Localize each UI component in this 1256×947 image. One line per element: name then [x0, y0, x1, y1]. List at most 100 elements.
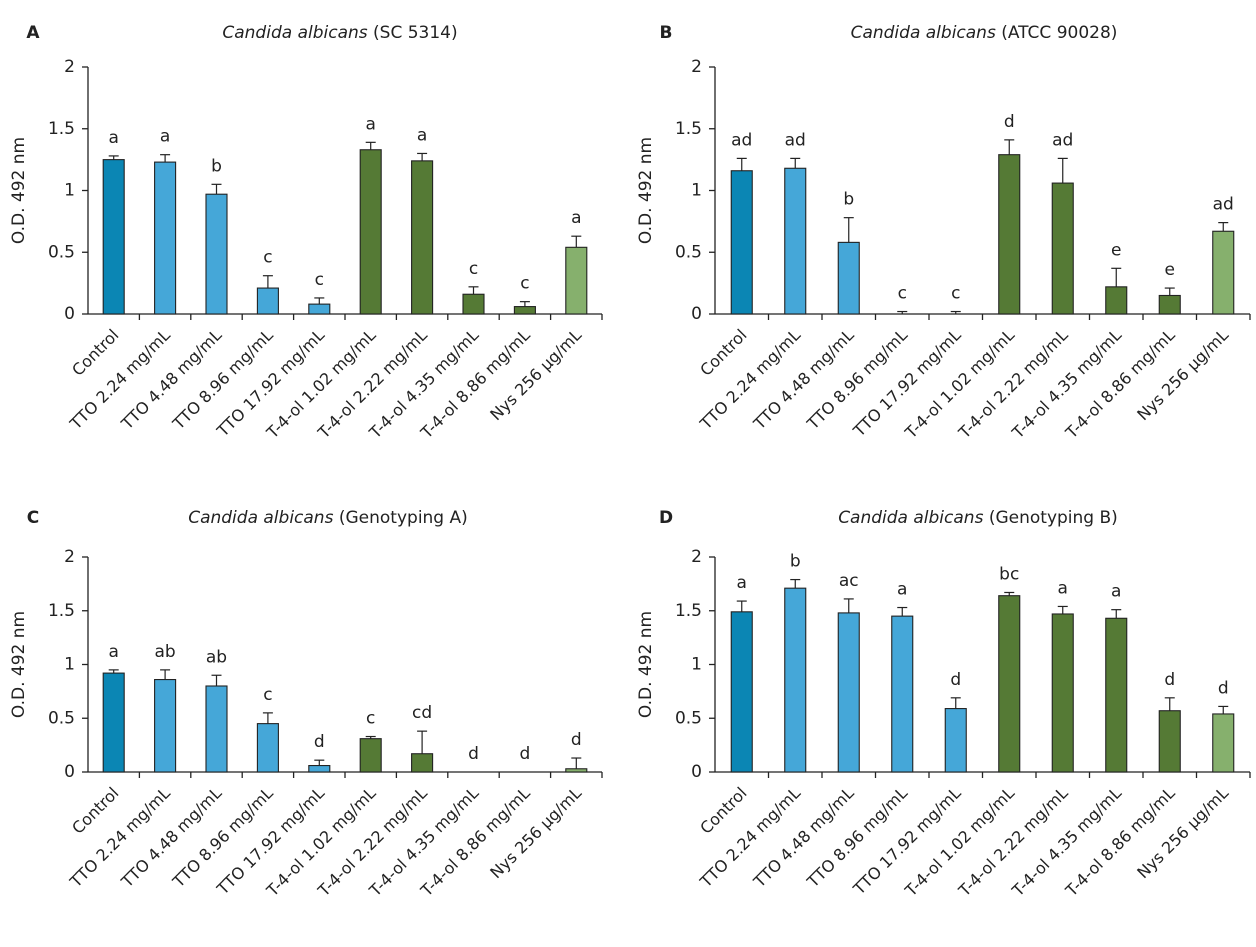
- bar: [308, 764, 331, 773]
- significance-label: c: [263, 248, 272, 268]
- bar: [565, 768, 588, 773]
- x-tick-label: TTO 4.48 mg/mL: [749, 783, 857, 891]
- x-tick-label: TTO 2.24 mg/mL: [696, 325, 804, 433]
- bar: [730, 611, 753, 773]
- significance-label: d: [1164, 670, 1175, 690]
- bar: [411, 160, 434, 315]
- significance-label: a: [571, 208, 581, 228]
- significance-label: d: [314, 732, 325, 752]
- significance-label: c: [951, 284, 960, 304]
- chart-title: Candida albicans (Genotyping B): [838, 508, 1118, 528]
- significance-label: ab: [154, 642, 175, 662]
- y-tick-label: 2: [691, 57, 702, 77]
- x-tick-label: TTO 8.96 mg/mL: [803, 783, 911, 891]
- title-strain: (SC 5314): [368, 23, 458, 43]
- y-tick-label: 0: [691, 762, 702, 782]
- bar: [1051, 182, 1074, 315]
- significance-label: ab: [206, 647, 227, 667]
- bar: [102, 159, 125, 315]
- title-species: Candida albicans: [838, 508, 983, 528]
- bar: [944, 708, 967, 773]
- x-tick-label: Nys 256 µg/mL: [1133, 783, 1232, 882]
- significance-label: d: [950, 670, 961, 690]
- bar: [1051, 613, 1074, 773]
- x-tick-label: TTO 4.48 mg/mL: [749, 325, 857, 433]
- y-tick-label: 1: [691, 181, 702, 201]
- y-tick-label: 0: [64, 304, 75, 324]
- significance-label: bc: [999, 564, 1019, 584]
- significance-label: c: [520, 274, 529, 294]
- y-tick-label: 1.5: [48, 119, 75, 139]
- significance-label: e: [1165, 260, 1175, 280]
- panel-letter: B: [660, 23, 673, 43]
- y-tick-label: 0.5: [675, 708, 702, 728]
- y-tick-label: 0.5: [48, 242, 75, 262]
- y-tick-label: 0: [691, 304, 702, 324]
- bar: [837, 241, 860, 315]
- title-strain: (Genotyping A): [333, 508, 467, 528]
- bar: [1158, 710, 1181, 773]
- y-tick-label: 2: [691, 547, 702, 567]
- bar: [359, 149, 382, 315]
- significance-label: ad: [1213, 195, 1234, 215]
- bar: [411, 753, 434, 773]
- y-tick-label: 0.5: [675, 242, 702, 262]
- y-axis-label: O.D. 492 nm: [9, 611, 29, 718]
- significance-label: a: [160, 127, 170, 147]
- bar: [308, 303, 331, 315]
- significance-label: cd: [412, 703, 432, 723]
- significance-label: b: [790, 552, 801, 572]
- significance-label: ad: [1052, 130, 1073, 150]
- chart-panel-d: D Candida albicans (Genotyping B) O.D. 492…: [636, 508, 1251, 901]
- bar: [784, 167, 807, 315]
- x-tick-label: Control: [696, 783, 750, 837]
- y-axis-label: O.D. 492 nm: [636, 611, 656, 718]
- bar: [359, 738, 382, 773]
- bar: [998, 595, 1021, 773]
- significance-label: d: [571, 730, 582, 750]
- y-tick-label: 1: [64, 181, 75, 201]
- significance-label: c: [263, 685, 272, 705]
- significance-label: a: [417, 125, 427, 145]
- bar: [730, 170, 753, 315]
- bar: [1212, 230, 1235, 315]
- chart-panel-c: C Candida albicans (Genotyping A) O.D. 492…: [9, 508, 603, 901]
- y-axis-label: O.D. 492 nm: [9, 137, 29, 244]
- significance-label: d: [1218, 678, 1229, 698]
- y-tick-label: 1: [691, 655, 702, 675]
- significance-label: d: [520, 744, 531, 764]
- chart-panel-b: B Candida albicans (ATCC 90028) O.D. 492 n…: [636, 23, 1251, 443]
- x-tick-label: Control: [696, 325, 750, 379]
- significance-label: a: [108, 642, 118, 662]
- panel-letter: D: [659, 508, 673, 528]
- title-strain: (ATCC 90028): [996, 23, 1118, 43]
- bar: [784, 587, 807, 773]
- significance-label: ac: [839, 571, 859, 591]
- bar: [565, 246, 588, 315]
- significance-label: a: [737, 573, 747, 593]
- title-species: Candida albicans: [222, 23, 367, 43]
- title-strain: (Genotyping B): [983, 508, 1117, 528]
- y-tick-label: 0: [64, 762, 75, 782]
- significance-label: a: [897, 580, 907, 600]
- significance-label: c: [315, 270, 324, 290]
- y-tick-label: 2: [64, 57, 75, 77]
- significance-label: a: [108, 128, 118, 148]
- bar: [837, 612, 860, 773]
- x-tick-label: Nys 256 µg/mL: [486, 325, 585, 424]
- y-tick-label: 1: [64, 655, 75, 675]
- x-tick-label: TTO 8.96 mg/mL: [803, 325, 911, 433]
- bar: [256, 287, 279, 315]
- significance-label: a: [1111, 582, 1121, 602]
- title-species: Candida albicans: [188, 508, 333, 528]
- chart-title: Candida albicans (Genotyping A): [188, 508, 468, 528]
- significance-label: c: [469, 259, 478, 279]
- significance-label: c: [366, 709, 375, 729]
- significance-label: ad: [785, 130, 806, 150]
- bar: [513, 306, 536, 315]
- y-tick-label: 0.5: [48, 708, 75, 728]
- bar: [891, 615, 914, 773]
- chart-title: Candida albicans (ATCC 90028): [851, 23, 1118, 43]
- bar: [154, 161, 177, 315]
